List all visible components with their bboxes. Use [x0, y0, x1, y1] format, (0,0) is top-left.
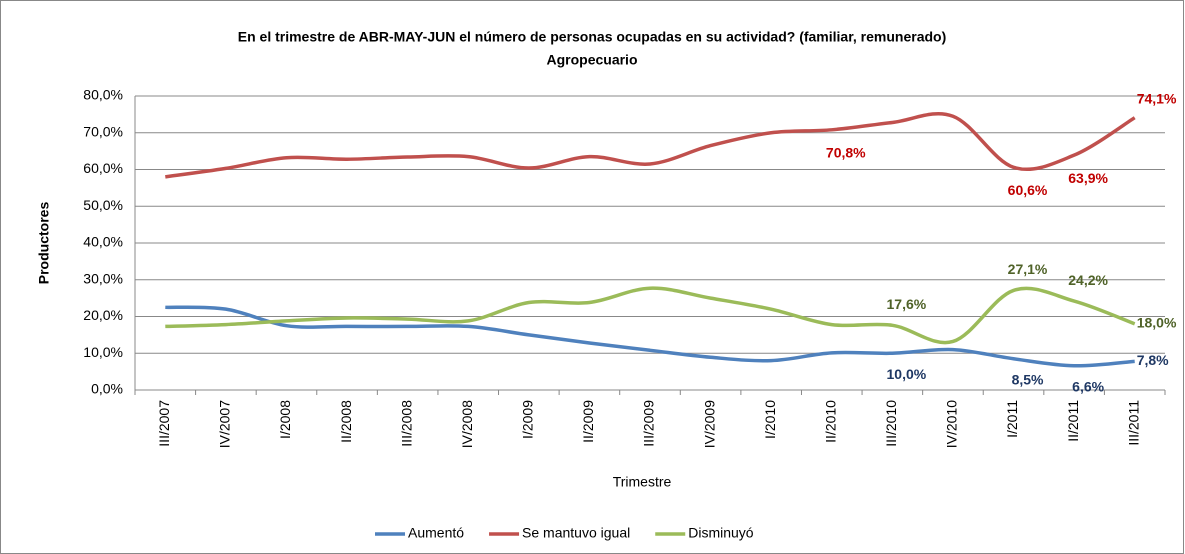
- y-axis-label: Productores: [36, 202, 52, 285]
- data-label: 7,8%: [1137, 352, 1169, 368]
- data-label: 6,6%: [1072, 378, 1104, 394]
- y-tick-label: 40,0%: [83, 234, 123, 250]
- data-label: 60,6%: [1008, 182, 1048, 198]
- x-tick-label: IV/2007: [217, 400, 233, 448]
- x-tick-label: III/2009: [641, 400, 657, 447]
- data-label: 18,0%: [1137, 315, 1177, 331]
- legend-label: Se mantuvo igual: [522, 525, 630, 541]
- y-tick-label: 80,0%: [83, 87, 123, 103]
- x-tick-label: IV/2008: [459, 400, 475, 448]
- data-label: 27,1%: [1008, 261, 1048, 277]
- y-tick-label: 30,0%: [83, 270, 123, 286]
- y-tick-label: 50,0%: [83, 197, 123, 213]
- x-tick-label: II/2008: [338, 400, 354, 443]
- chart-title: En el trimestre de ABR-MAY-JUN el número…: [238, 29, 947, 45]
- data-label: 70,8%: [826, 145, 866, 161]
- x-tick-label: III/2010: [883, 400, 899, 447]
- y-tick-label: 60,0%: [83, 160, 123, 176]
- x-tick-label: III/2007: [156, 400, 172, 447]
- x-axis-label: Trimestre: [613, 474, 672, 490]
- y-tick-label: 10,0%: [83, 344, 123, 360]
- x-tick-label: II/2010: [822, 400, 838, 443]
- x-tick-label: I/2011: [1004, 400, 1020, 438]
- legend-label: Aumentó: [408, 525, 464, 541]
- y-tick-label: 20,0%: [83, 307, 123, 323]
- data-label: 10,0%: [887, 366, 927, 382]
- y-tick-label: 70,0%: [83, 123, 123, 139]
- x-tick-label: IV/2009: [701, 400, 717, 448]
- chart-subtitle: Agropecuario: [546, 52, 637, 68]
- legend-label: Disminuyó: [688, 525, 754, 541]
- x-tick-label: II/2011: [1065, 400, 1081, 442]
- x-tick-label: III/2008: [398, 400, 414, 447]
- x-tick-label: III/2011: [1125, 400, 1141, 446]
- line-series: [165, 305, 1135, 368]
- data-label: 24,2%: [1068, 272, 1108, 288]
- x-tick-label: IV/2010: [944, 400, 960, 448]
- x-tick-label: I/2008: [277, 400, 293, 439]
- x-tick-label: II/2009: [580, 400, 596, 443]
- data-label: 8,5%: [1012, 371, 1044, 387]
- data-label: 17,6%: [887, 296, 927, 312]
- line-series: [165, 286, 1136, 345]
- data-label: 63,9%: [1068, 170, 1108, 186]
- line-series: [165, 111, 1136, 179]
- data-label: 74,1%: [1137, 90, 1177, 106]
- x-tick-label: I/2009: [520, 400, 536, 439]
- x-tick-label: I/2010: [762, 400, 778, 439]
- y-tick-label: 0,0%: [91, 381, 123, 397]
